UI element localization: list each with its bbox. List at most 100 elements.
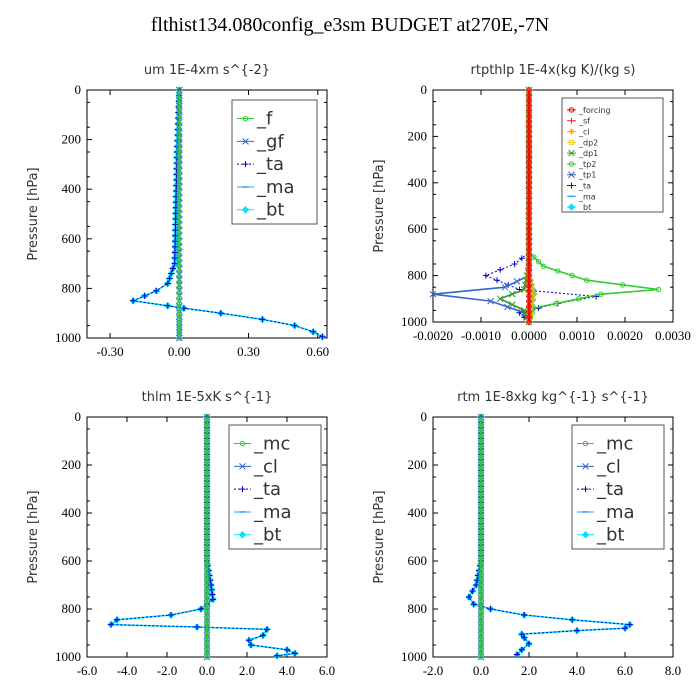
um-series-point (169, 265, 176, 272)
rtm-legend-label-ta: _ta (596, 479, 624, 500)
thlm-series-point (284, 646, 290, 653)
rtpthlp-y-tick-label: 600 (408, 221, 428, 236)
thlm-series-point (204, 606, 210, 612)
rtm-legend-label-mc: _mc (596, 434, 633, 455)
um-series-point (172, 243, 179, 250)
rtm-series-point (626, 621, 633, 628)
rtpthlp-y-tick-label: 800 (408, 268, 428, 283)
um-series-point (176, 87, 183, 93)
um-legend-label-f: _f (256, 109, 273, 130)
rtm-series-point (514, 651, 520, 658)
rtm-legend-marker (581, 531, 590, 539)
thlm-series-point (204, 483, 210, 490)
thlm-series-point (204, 531, 210, 538)
thlm-series-point (204, 478, 210, 484)
rtpthlp-series-point (526, 221, 532, 227)
rtpthlp-series-point (526, 216, 532, 222)
um-series-point (176, 142, 183, 148)
rtm-series-point (478, 494, 484, 500)
um-series-point (176, 97, 183, 103)
thlm-series-point (204, 494, 210, 500)
rtpthlp-series-point (526, 113, 532, 119)
thlm-series-point (210, 596, 216, 603)
rtpthlp-series-point (526, 262, 532, 268)
um-series-point (176, 197, 183, 203)
rtpthlp-series-point (526, 288, 532, 294)
rtpthlp-series-point (526, 272, 532, 279)
um-series-point (130, 297, 137, 304)
um-series-point (171, 249, 178, 256)
um-series-point (176, 122, 183, 128)
rtm-series-point (470, 601, 477, 608)
rtm-series-point (478, 419, 484, 426)
um-series-point (176, 241, 183, 248)
rtpthlp-series-point (526, 154, 532, 160)
um-series-point (164, 302, 171, 309)
um-legend-marker (242, 137, 249, 145)
rtpthlp-legend-marker (568, 161, 575, 167)
rtpthlp-legend-label-tp2: _tp2 (578, 160, 596, 169)
rtpthlp-series-point (526, 185, 532, 191)
rtpthlp-series-point (619, 282, 626, 288)
rtm-series-point (478, 568, 484, 575)
rtm-series-point (478, 467, 484, 474)
rtpthlp-series-point (526, 298, 532, 305)
rtm-series-point (469, 588, 476, 594)
rtm-x-tick-label: -2.0 (423, 663, 444, 678)
thlm-series-point (204, 611, 210, 618)
rtm-y-tick-label: 800 (408, 601, 428, 616)
rtpthlp-series-point (526, 123, 532, 129)
um-series-point (141, 292, 148, 299)
rtm-series-point (478, 552, 484, 559)
thlm-series-point (264, 626, 270, 633)
rtm-legend-label-ma: _ma (596, 502, 635, 523)
rtm-series-point (478, 574, 484, 580)
rtpthlp-legend-marker (567, 203, 576, 211)
rtm-legend-marker (582, 440, 589, 447)
um-series-point (176, 92, 183, 98)
um-series-point (176, 300, 183, 306)
thlm-x-tick-label: -4.0 (117, 663, 138, 678)
rtpthlp-x-tick-label: 0.0000 (511, 328, 547, 343)
rtm-series-point (478, 472, 484, 479)
rtpthlp-series-point (526, 308, 532, 315)
rtpthlp-series-point (526, 92, 532, 98)
figure-title: flthist134.080config_e3sm BUDGET at270E,… (150, 14, 550, 36)
rtpthlp-series-point (529, 286, 536, 293)
rtpthlp-series-point (513, 278, 521, 285)
um-series-point (153, 287, 160, 294)
rtm-series-point (478, 563, 484, 570)
um-series-point (259, 316, 266, 323)
thlm-series-point (204, 435, 210, 442)
rtm-legend-label-bt: _bt (596, 525, 624, 546)
um-legend-label-bt: _bt (256, 200, 284, 221)
rtpthlp-legend-marker (568, 107, 575, 113)
thlm-series-point (204, 643, 210, 650)
um-series-point (176, 285, 183, 292)
rtpthlp-series-point (526, 211, 532, 217)
um-series-point (164, 280, 171, 287)
thlm-y-axis-label: Pressure [hPa] (26, 490, 41, 583)
rtpthlp-series-point (526, 144, 532, 150)
rtm-series-point (574, 627, 580, 634)
thlm-series-point (204, 520, 210, 527)
thlm-series-point (204, 590, 210, 596)
rtm-series-point (518, 631, 525, 638)
um-series-point (176, 236, 183, 242)
rtpthlp-series-point (526, 128, 532, 134)
rtm-series-point (478, 483, 484, 490)
rtpthlp-series-point (526, 133, 532, 140)
thlm-legend-marker (239, 486, 246, 493)
rtm-series-point (478, 435, 484, 442)
rtm-series-point (478, 536, 484, 543)
um-series-point (176, 325, 183, 331)
um-legend-label-ma: _ma (256, 177, 295, 198)
rtpthlp-legend-marker (568, 117, 575, 124)
thlm-series-point (204, 552, 210, 559)
rtpthlp-series-point (527, 277, 534, 284)
rtpthlp-legend-marker (568, 128, 575, 135)
rtpthlp-series-point (526, 180, 532, 186)
rtpthlp-y-axis-label: Pressure [hPa] (372, 159, 387, 252)
um-y-tick-label: 200 (62, 132, 82, 147)
